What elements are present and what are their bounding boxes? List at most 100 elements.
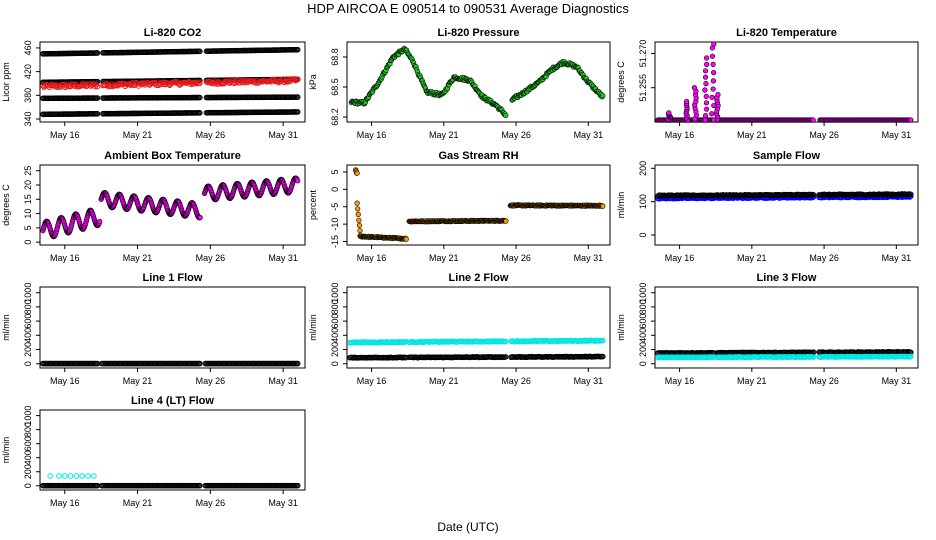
xtick-label: May 26 (809, 130, 839, 140)
plot-frame-line4 (39, 409, 306, 491)
point-temperature (709, 94, 715, 100)
xtick-label: May 31 (574, 130, 604, 140)
point-rh (355, 206, 361, 212)
point-pressure (600, 93, 606, 99)
point-pressure (503, 112, 509, 119)
xtick-label: May 21 (429, 253, 459, 263)
ytick-label: 340 (23, 112, 33, 127)
ytick-label: 68.2 (330, 108, 340, 126)
xtick-label: May 21 (123, 376, 153, 386)
ytick-label: 0 (330, 361, 340, 366)
point-temperature (703, 93, 709, 99)
point-line4-lt (73, 473, 80, 479)
ytick-label: 600 (23, 436, 33, 451)
xtick-label: May 31 (882, 376, 912, 386)
panel-title-li820temp: Li-820 Temperature (736, 27, 837, 39)
point-rh (356, 217, 362, 223)
ytick-label: -5 (330, 203, 340, 211)
ytick-label: 200 (23, 342, 33, 357)
point-ref-mid-low (94, 95, 101, 101)
point-box-temp (97, 218, 103, 225)
ytick-label: 100 (638, 194, 648, 209)
plot-frame-pressure (346, 41, 611, 123)
xtick-label: May 31 (882, 130, 912, 140)
xtick-label: May 16 (50, 253, 80, 263)
point-temperature (709, 111, 715, 117)
ytick-label: 25 (23, 166, 33, 176)
series-sample (40, 76, 301, 91)
point-line4-lt (91, 473, 97, 479)
point-rh (503, 218, 509, 224)
point-sample (94, 83, 101, 90)
point-box-temp (295, 178, 301, 184)
ytick-label: -15 (330, 235, 340, 248)
point-rh (354, 200, 360, 206)
panel-title-line1: Line 1 Flow (143, 272, 203, 284)
xtick-label: May 16 (357, 376, 387, 386)
xtick-label: May 31 (574, 376, 604, 386)
point-ref-low (94, 110, 101, 117)
ytick-label: 0 (23, 240, 33, 245)
point-ref-high (294, 46, 301, 53)
ytick-label: 51.270 (638, 40, 648, 68)
ytick-label: 0 (23, 361, 33, 366)
panel-title-ambient: Ambient Box Temperature (104, 150, 241, 162)
ylabel-line2: ml/min (308, 314, 318, 341)
ytick-label: 0 (23, 483, 33, 488)
ytick-label: 15 (23, 194, 33, 204)
ytick-label: 10 (23, 209, 33, 219)
point-temperature (715, 91, 721, 98)
panel-title-sampleflow: Sample Flow (753, 150, 821, 162)
point-sample (274, 79, 281, 85)
ytick-label: 380 (23, 88, 33, 103)
ytick-label: 400 (638, 328, 648, 343)
xtick-label: May 21 (123, 253, 153, 263)
ytick-label: 400 (330, 328, 340, 343)
ytick-label: 5 (330, 169, 340, 174)
point-temperature (710, 86, 716, 92)
series-pressure (348, 45, 606, 119)
point-temperature (810, 117, 816, 123)
point-temperature (702, 117, 708, 123)
point-line4-lt (79, 473, 86, 479)
xtick-label: May 31 (268, 130, 298, 140)
ytick-label: 0 (638, 232, 648, 237)
panel-line4: Line 4 (LT) Flowml/min02004006008001000M… (1, 395, 306, 508)
xtick-label: May 26 (501, 130, 531, 140)
xtick-label: May 31 (268, 376, 298, 386)
point-temperature (703, 100, 710, 106)
xtick-label: May 21 (737, 376, 767, 386)
ylabel-line3: ml/min (616, 314, 626, 341)
ytick-label: 200 (330, 342, 340, 357)
xtick-label: May 26 (196, 376, 226, 386)
ytick-label: 200 (638, 161, 648, 176)
series-ref-low (40, 109, 301, 118)
xtick-label: May 16 (357, 253, 387, 263)
series-line4-lt (47, 473, 97, 479)
point-temperature (704, 61, 710, 68)
point-temperature (703, 55, 710, 61)
xtick-label: May 26 (196, 130, 226, 140)
xtick-label: May 16 (50, 130, 80, 140)
xtick-label: May 21 (123, 130, 153, 140)
point-temperature (704, 106, 710, 112)
point-sample (294, 76, 301, 82)
point-line4-lt (67, 473, 74, 479)
series-line2-cyan (347, 337, 606, 346)
series-line3-cyan (655, 353, 914, 361)
ytick-label: 5 (23, 225, 33, 230)
ytick-label: 1000 (23, 283, 33, 303)
xtick-label: May 16 (50, 376, 80, 386)
ylabel-co2: Licor ppm (1, 62, 11, 102)
ytick-label: 400 (23, 328, 33, 343)
ytick-label: 1000 (23, 406, 33, 426)
point-ref-low (197, 110, 203, 116)
ylabel-ambient: degrees C (1, 184, 11, 226)
ytick-label: 68.5 (330, 78, 340, 96)
